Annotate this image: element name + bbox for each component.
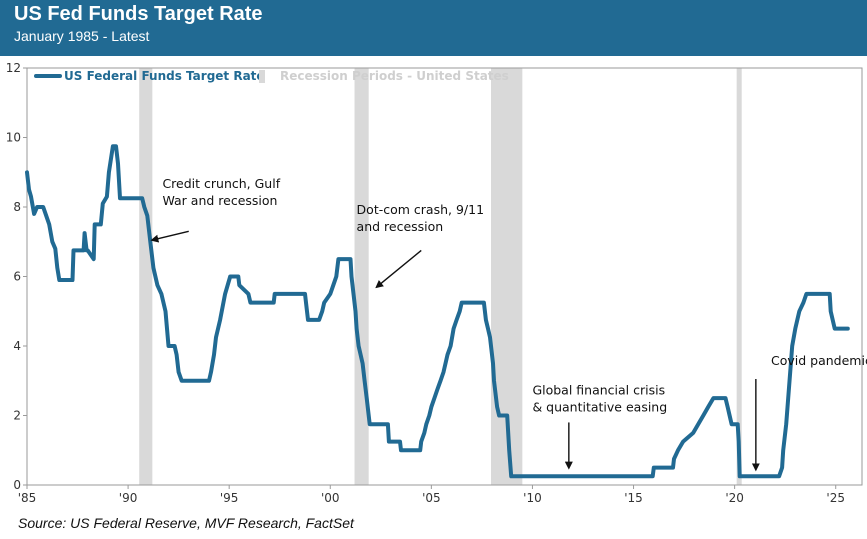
x-tick-label-2: '95 xyxy=(220,491,239,505)
annotation-0-line-1: War and recession xyxy=(162,193,277,208)
annotation-arrow-0 xyxy=(150,230,189,243)
chart-header: US Fed Funds Target Rate January 1985 - … xyxy=(0,0,867,56)
x-tick-label-0: '85 xyxy=(18,491,37,505)
x-tick-label-7: '20 xyxy=(725,491,744,505)
annotation-2-line-1: & quantitative easing xyxy=(532,400,667,415)
recession-band-3 xyxy=(736,68,742,485)
annotation-1-line-1: and recession xyxy=(357,219,444,234)
series-line-0 xyxy=(25,144,850,479)
x-tick-label-6: '15 xyxy=(624,491,643,505)
x-tick-label-4: '05 xyxy=(422,491,441,505)
x-tick-label-1: '90 xyxy=(119,491,138,505)
legend-label-recession: Recession Periods - United States xyxy=(280,69,509,83)
source-note: Source: US Federal Reserve, MVF Research… xyxy=(18,515,354,531)
y-tick-label-2: 4 xyxy=(13,339,21,353)
y-tick-label-5: 10 xyxy=(6,131,21,145)
annotation-arrow-1 xyxy=(375,249,422,289)
chart-subtitle: January 1985 - Latest xyxy=(14,28,150,44)
y-tick-label-1: 2 xyxy=(13,409,21,423)
legend-label-rate: US Federal Funds Target Rate xyxy=(64,69,265,83)
annotation-2: Global financial crisis & quantitative ea… xyxy=(532,383,667,415)
rate-chart: 0 2 4 6 8 10 12 '85 '90 '95 '00 '05 '10 '15 '20 '25 US F… xyxy=(6,61,867,505)
recession-band-0 xyxy=(139,68,153,485)
x-tick-label-8: '25 xyxy=(826,491,845,505)
legend-swatch-recession xyxy=(259,70,265,83)
chart-title: US Fed Funds Target Rate xyxy=(14,3,263,25)
annotation-1: Dot-com crash, 9/11 and recession xyxy=(357,202,484,234)
annotation-0: Credit crunch, Gulf War and recession xyxy=(162,176,280,208)
y-tick-label-4: 8 xyxy=(13,200,21,214)
y-tick-label-6: 12 xyxy=(6,61,21,75)
annotation-3: Covid pandemic xyxy=(771,353,867,368)
annotation-3-line-0: Covid pandemic xyxy=(771,353,867,368)
annotation-0-line-0: Credit crunch, Gulf xyxy=(162,176,280,191)
x-tick-label-5: '10 xyxy=(523,491,542,505)
annotation-2-line-0: Global financial crisis xyxy=(532,383,665,398)
x-tick-label-3: '00 xyxy=(321,491,340,505)
y-tick-label-0: 0 xyxy=(13,478,21,492)
y-tick-label-3: 6 xyxy=(13,270,21,284)
recession-band-1 xyxy=(354,68,369,485)
annotation-1-line-0: Dot-com crash, 9/11 xyxy=(357,202,484,217)
